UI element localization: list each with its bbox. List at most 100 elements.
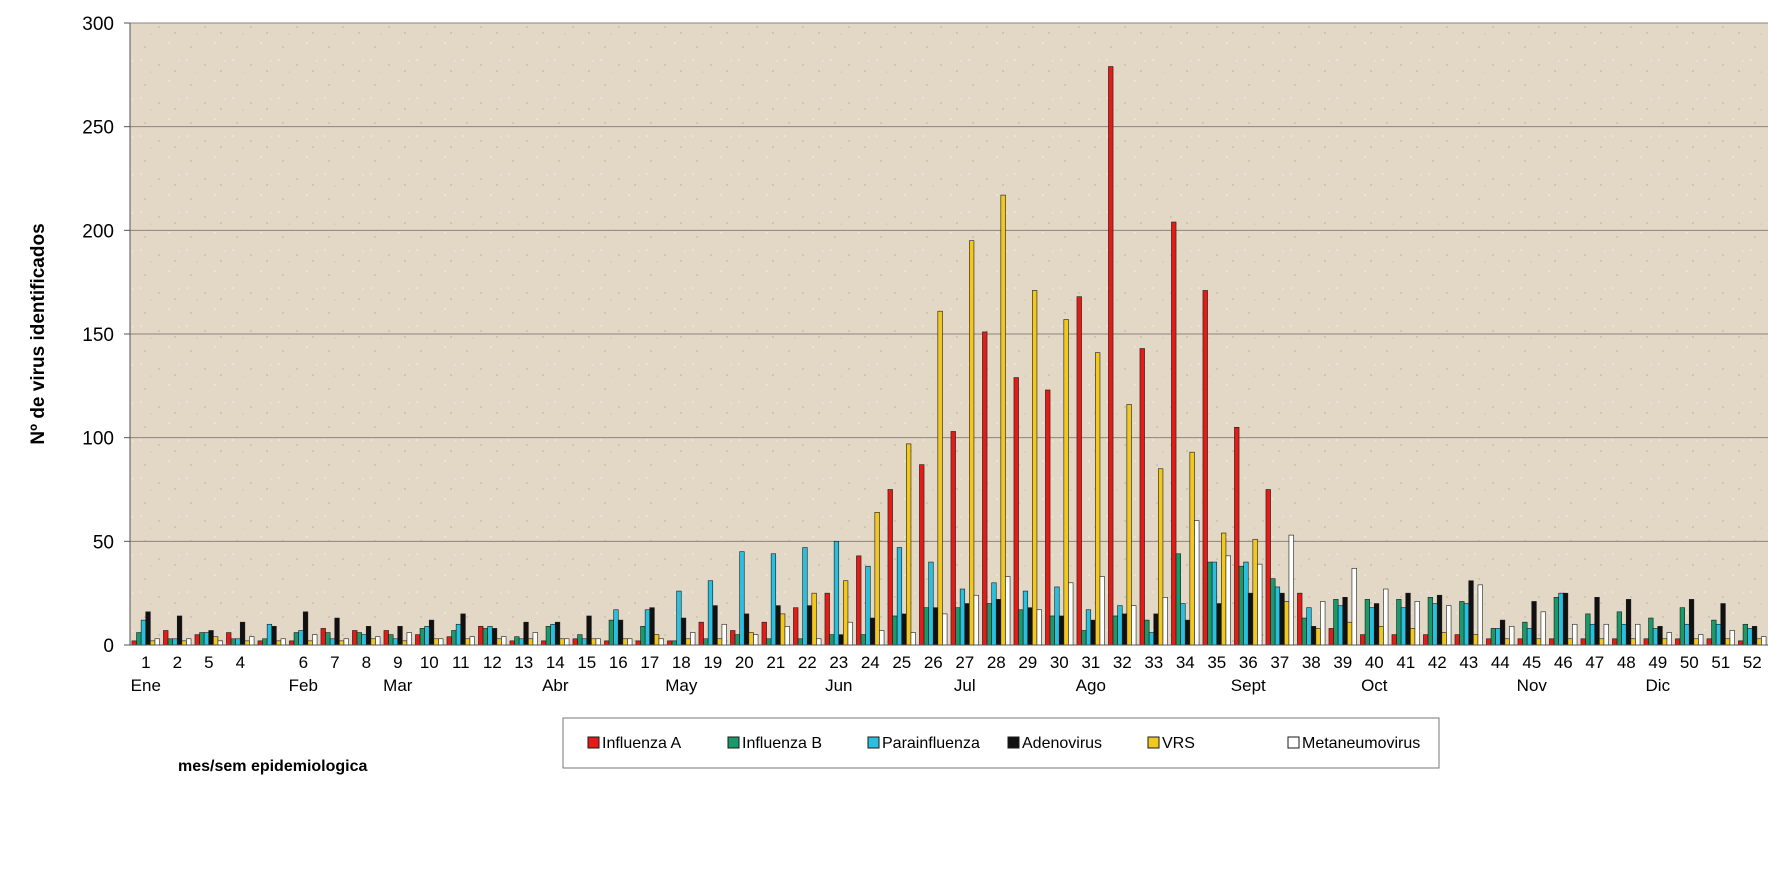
bar-influenza-b-week-43 [1459,601,1465,646]
bar-vrs-week-32 [1126,404,1132,646]
bar-vrs-week-10 [433,638,439,646]
x-tick-label: 7 [330,653,339,672]
bar-vrs-week-6 [307,640,313,646]
bar-adenovirus-week-36 [1247,592,1254,646]
bar-influenza-b-week-21 [766,638,772,646]
x-tick-label: 26 [924,653,943,672]
x-tick-label: 42 [1428,653,1447,672]
bar-influenza-a-week-19 [698,621,704,646]
x-tick-label: 10 [420,653,439,672]
bar-influenza-b-week-3 [199,632,205,646]
bar-influenza-b-week-14 [545,626,551,646]
bar-metaneumovirus-week-49 [1666,632,1672,646]
bar-vrs-week-12 [496,638,502,646]
bar-vrs-week-41 [1410,628,1416,646]
bar-adenovirus-week-49 [1657,626,1663,646]
bar-parainfluenza-week-9 [392,638,399,646]
bar-adenovirus-week-30 [1058,615,1065,646]
bar-influenza-b-week-35 [1207,561,1213,646]
bar-adenovirus-week-48 [1625,599,1632,646]
bar-metaneumovirus-week-51 [1729,630,1735,646]
legend-label-parainfluenza: Parainfluenza [882,735,980,752]
bar-influenza-a-week-9 [383,630,389,646]
bar-metaneumovirus-week-30 [1068,582,1074,646]
bar-metaneumovirus-week-41 [1414,601,1420,646]
x-tick-label: 47 [1585,653,1604,672]
bar-influenza-a-week-37 [1265,489,1271,646]
bar-vrs-week-47 [1599,638,1605,646]
bar-parainfluenza-week-44 [1495,628,1501,646]
bar-influenza-a-week-25 [887,489,893,646]
bar-adenovirus-week-7 [334,617,340,646]
x-tick-label: 8 [362,653,371,672]
month-label: Jul [954,676,976,695]
bar-parainfluenza-week-41 [1400,607,1407,646]
bar-adenovirus-week-31 [1090,619,1096,646]
bar-metaneumovirus-week-32 [1131,605,1137,646]
bar-influenza-a-week-33 [1139,348,1145,646]
bar-parainfluenza-week-34 [1180,603,1186,646]
bar-influenza-a-week-50 [1675,638,1681,646]
bar-influenza-b-week-4 [230,638,236,646]
bar-influenza-a-week-29 [1013,377,1019,646]
bar-parainfluenza-week-19 [707,580,714,646]
x-tick-label: 46 [1554,653,1573,672]
bar-adenovirus-week-21 [775,605,781,646]
bar-adenovirus-week-29 [1027,607,1033,646]
bar-influenza-b-week-18 [671,640,677,646]
bar-influenza-b-week-42 [1427,597,1433,646]
bar-vrs-week-46 [1567,638,1573,646]
bar-adenovirus-week-13 [523,621,529,646]
x-tick-label: 14 [546,653,565,672]
bar-influenza-a-week-24 [856,555,862,646]
bar-metaneumovirus-week-12 [501,636,507,646]
bar-vrs-week-25 [906,443,912,646]
bar-vrs-week-22 [811,592,817,646]
bar-metaneumovirus-week-26 [942,613,948,646]
x-tick-label: 21 [766,653,785,672]
bar-influenza-a-week-14 [541,640,547,646]
bar-adenovirus-week-17 [649,607,655,646]
bar-metaneumovirus-week-24 [879,630,885,646]
bar-metaneumovirus-week-3 [217,640,223,646]
x-tick-label: 41 [1396,653,1415,672]
bar-vrs-week-1 [150,640,156,646]
bar-parainfluenza-week-46 [1558,592,1564,646]
bar-metaneumovirus-week-2 [186,638,192,646]
x-tick-label: 5 [204,653,213,672]
bar-influenza-b-week-15 [577,634,583,646]
bar-influenza-b-week-19 [703,638,709,646]
bar-parainfluenza-week-20 [739,551,745,646]
bar-vrs-week-33 [1158,468,1164,646]
month-label: Jun [825,676,852,695]
bar-vrs-week-9 [402,640,408,646]
bar-vrs-week-49 [1662,638,1668,646]
bar-metaneumovirus-week-20 [753,634,759,646]
bar-influenza-b-week-52 [1742,623,1748,646]
bar-parainfluenza-week-38 [1306,607,1312,646]
bar-influenza-a-week-6 [289,640,295,646]
bar-parainfluenza-week-36 [1243,561,1249,646]
bar-influenza-b-week-22 [797,638,803,646]
bar-influenza-a-week-30 [1045,389,1051,646]
bar-parainfluenza-week-14 [550,623,556,646]
bar-influenza-a-week-46 [1549,638,1555,646]
bar-influenza-a-week-44 [1486,638,1492,646]
x-tick-label: 44 [1491,653,1510,672]
bar-adenovirus-week-24 [869,617,876,646]
bar-adenovirus-week-44 [1499,619,1506,646]
bar-influenza-b-week-38 [1301,617,1307,646]
x-tick-label: 45 [1522,653,1541,672]
bar-influenza-b-week-47 [1585,613,1591,646]
bar-metaneumovirus-week-44 [1509,626,1515,646]
bar-influenza-a-week-31 [1076,296,1082,646]
month-label: Mar [383,676,413,695]
bar-metaneumovirus-week-25 [910,632,916,646]
bar-influenza-a-week-41 [1391,634,1397,646]
legend-swatch-adenovirus [1007,736,1020,749]
bar-influenza-a-week-7 [320,628,326,646]
bar-vrs-week-45 [1536,638,1542,646]
bar-influenza-a-week-43 [1454,634,1460,646]
bar-parainfluenza-week-8 [361,634,367,646]
bar-influenza-b-week-49 [1648,617,1654,646]
